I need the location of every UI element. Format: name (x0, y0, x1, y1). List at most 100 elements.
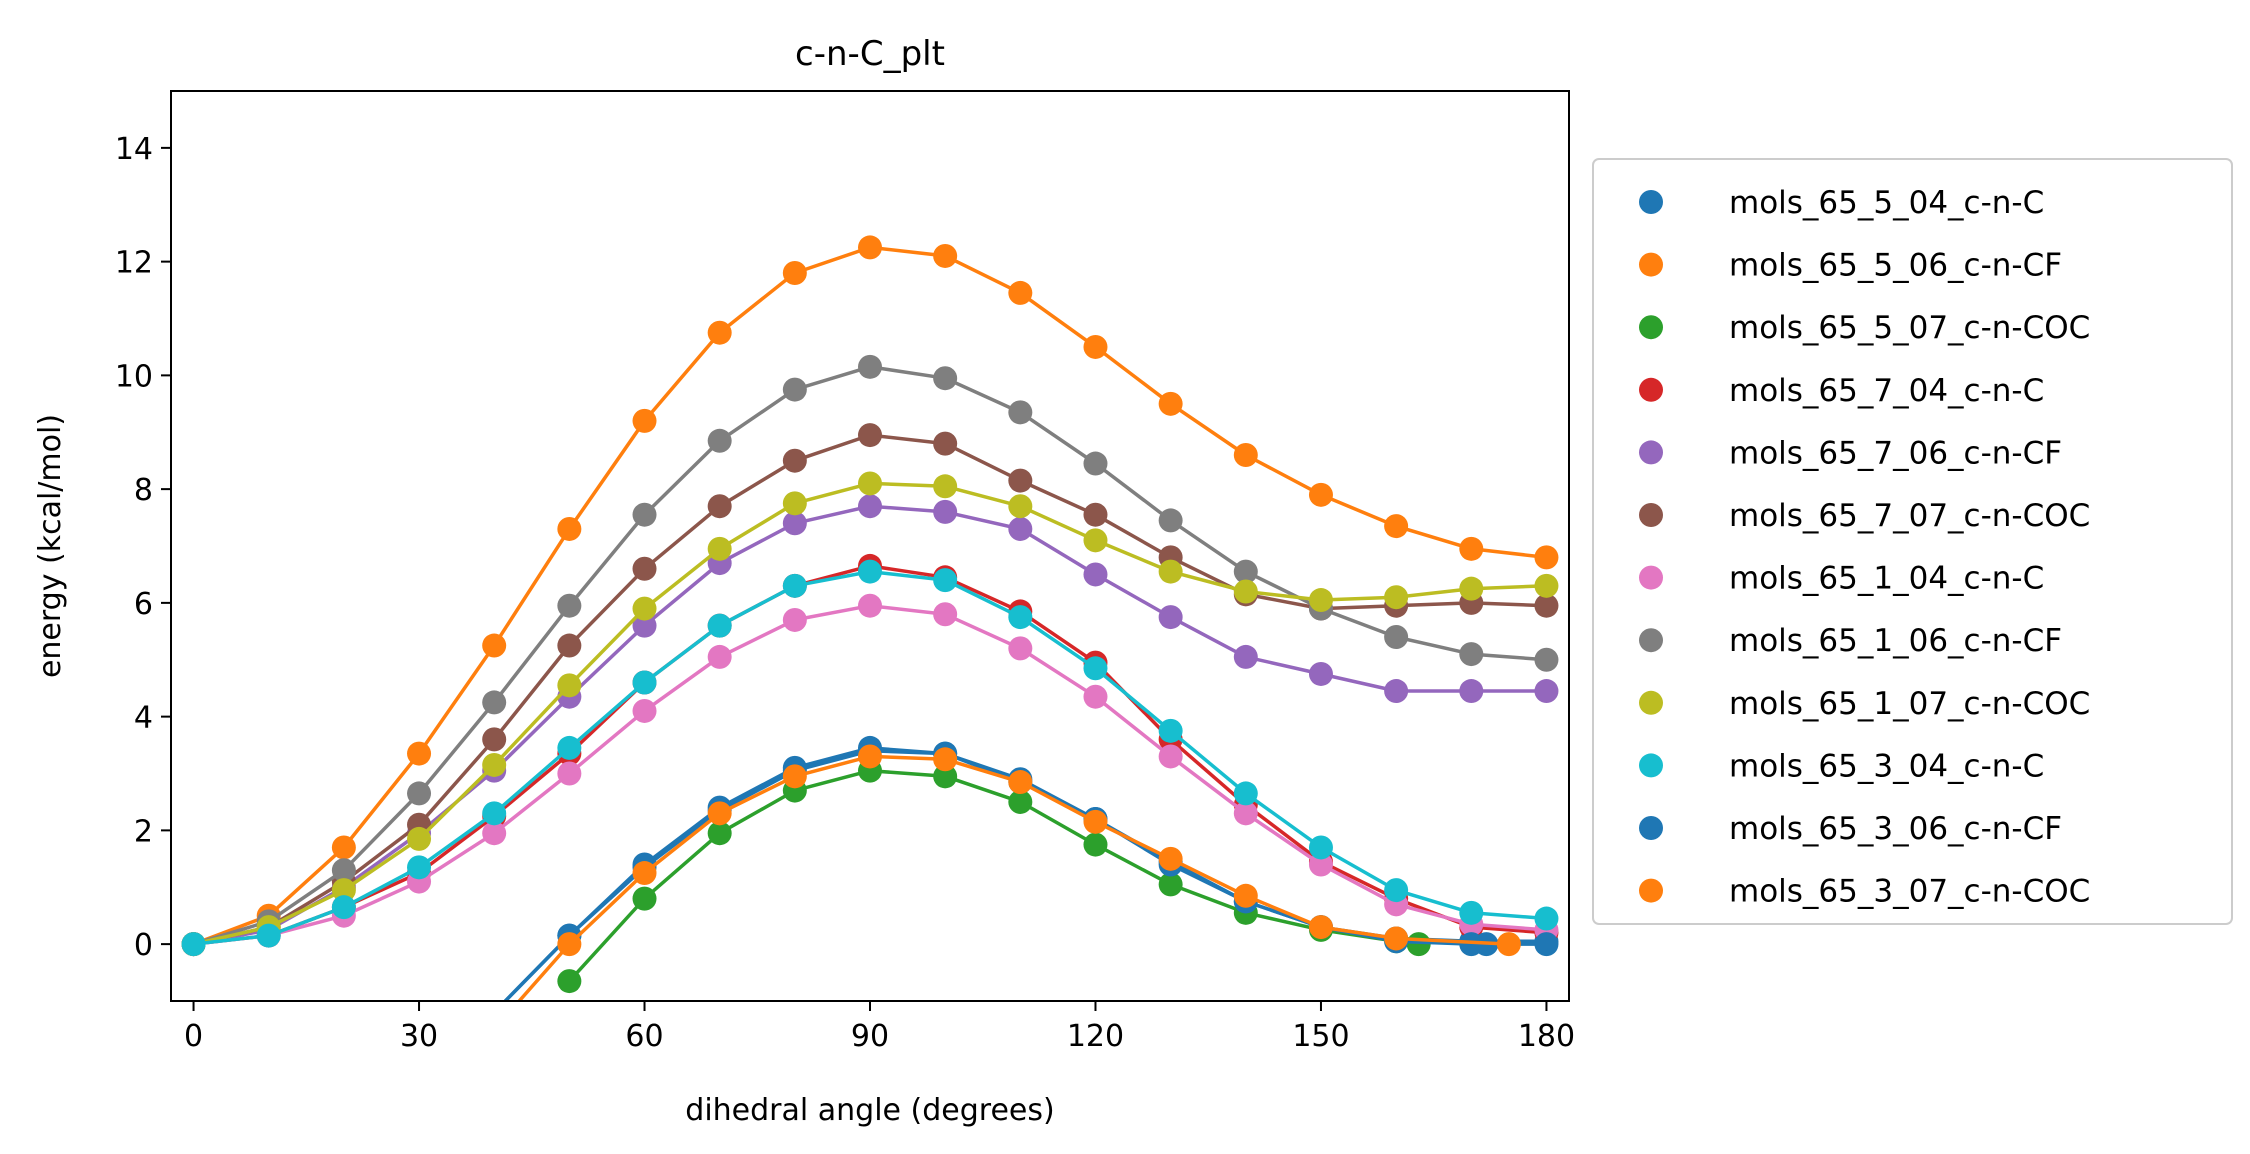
data-point (933, 243, 958, 268)
data-point (1083, 832, 1108, 857)
data-point (1233, 443, 1258, 467)
data-point (1158, 744, 1183, 769)
data-point (1459, 642, 1484, 667)
legend-marker (1639, 252, 1663, 277)
series-mols_65_3_07_c-n-COC (516, 744, 1521, 1001)
legend-label: mols_65_5_07_c-n-COC (1729, 310, 2090, 346)
legend-marker (1639, 377, 1663, 402)
data-point (1233, 801, 1258, 826)
data-point (858, 494, 882, 519)
series-line (502, 746, 1547, 1001)
data-point (1083, 656, 1108, 681)
y-axis: 0 2 4 6 8 10 12 14 (115, 132, 171, 963)
y-tick-label: 8 (134, 473, 153, 508)
legend-marker (1639, 565, 1663, 590)
data-point (482, 752, 507, 777)
series-line (568, 768, 1419, 983)
data-point (1008, 468, 1033, 493)
legend-marker (1639, 753, 1663, 778)
data-point (1233, 883, 1258, 908)
data-point (407, 855, 432, 880)
data-point (933, 499, 958, 524)
data-point (1308, 482, 1333, 507)
y-tick-label: 0 (134, 928, 153, 963)
data-point (1308, 588, 1333, 613)
legend-item: mols_65_1_06_c-n-CF (1639, 623, 2062, 659)
data-point (1459, 576, 1484, 601)
series-line (516, 754, 1509, 1001)
data-point (933, 602, 958, 627)
data-point (482, 690, 507, 715)
data-point (407, 741, 432, 766)
data-point (482, 727, 507, 752)
data-point (1008, 400, 1033, 425)
data-point (1308, 835, 1333, 860)
data-point (707, 801, 732, 826)
data-point (782, 377, 807, 402)
legend-item: mols_65_5_04_c-n-C (1639, 185, 2044, 221)
legend-marker (1639, 503, 1663, 527)
series-mols_65_3_04_c-n-C (181, 559, 1559, 957)
data-point (1384, 585, 1409, 610)
data-point (557, 593, 582, 618)
data-point (707, 320, 732, 345)
data-point (1496, 932, 1521, 957)
data-point (1083, 528, 1108, 553)
chart-title: c-n-C_plt (795, 34, 945, 74)
data-point (1008, 605, 1033, 630)
legend-label: mols_65_3_06_c-n-CF (1729, 811, 2062, 847)
data-point (782, 511, 807, 536)
y-tick-label: 12 (115, 246, 153, 281)
data-point (557, 735, 582, 760)
data-point (782, 573, 807, 598)
data-point (1083, 451, 1108, 476)
data-point (1308, 852, 1333, 877)
data-point (782, 764, 807, 789)
data-point (1158, 559, 1183, 584)
data-point (1233, 559, 1258, 584)
data-point (181, 932, 206, 957)
data-point (1308, 661, 1333, 686)
series-mols_65_5_07_c-n-COC (557, 758, 1431, 994)
data-point (1534, 906, 1559, 931)
x-tick-label: 180 (1518, 1019, 1575, 1054)
x-tick-label: 30 (400, 1019, 438, 1054)
legend-frame (1592, 158, 2233, 925)
data-point (1233, 644, 1258, 669)
y-axis-label: energy (kcal/mol) (33, 414, 68, 678)
data-point (632, 861, 657, 886)
data-point (1534, 545, 1559, 570)
data-point (557, 932, 582, 957)
legend-item: mols_65_1_04_c-n-C (1639, 561, 2044, 597)
data-point (1083, 809, 1108, 834)
series-mols_65_1_07_c-n-COC (181, 471, 1559, 957)
data-point (1534, 573, 1559, 598)
data-point (331, 858, 356, 883)
data-point (933, 431, 958, 456)
x-axis-label: dihedral angle (degrees) (685, 1093, 1054, 1128)
data-point (707, 428, 732, 453)
data-point (632, 613, 657, 638)
data-point (933, 366, 958, 391)
data-point (858, 423, 882, 448)
data-point (858, 471, 882, 496)
data-point (1308, 915, 1333, 940)
data-point (1083, 502, 1108, 527)
data-point (1008, 770, 1033, 795)
legend-label: mols_65_7_07_c-n-COC (1729, 498, 2090, 534)
legend-marker (1639, 690, 1663, 715)
data-point (858, 559, 882, 584)
legend-item: mols_65_7_06_c-n-CF (1639, 435, 2062, 471)
data-point (1008, 516, 1033, 541)
data-point (632, 502, 657, 527)
data-point (858, 354, 882, 379)
y-tick-label: 6 (134, 587, 153, 622)
data-point (331, 878, 356, 903)
data-point (1384, 679, 1409, 704)
data-point (331, 895, 356, 920)
legend-marker (1639, 628, 1663, 653)
data-point (1008, 280, 1033, 305)
data-point (1534, 593, 1559, 618)
data-point (632, 596, 657, 621)
data-point (1158, 846, 1183, 871)
